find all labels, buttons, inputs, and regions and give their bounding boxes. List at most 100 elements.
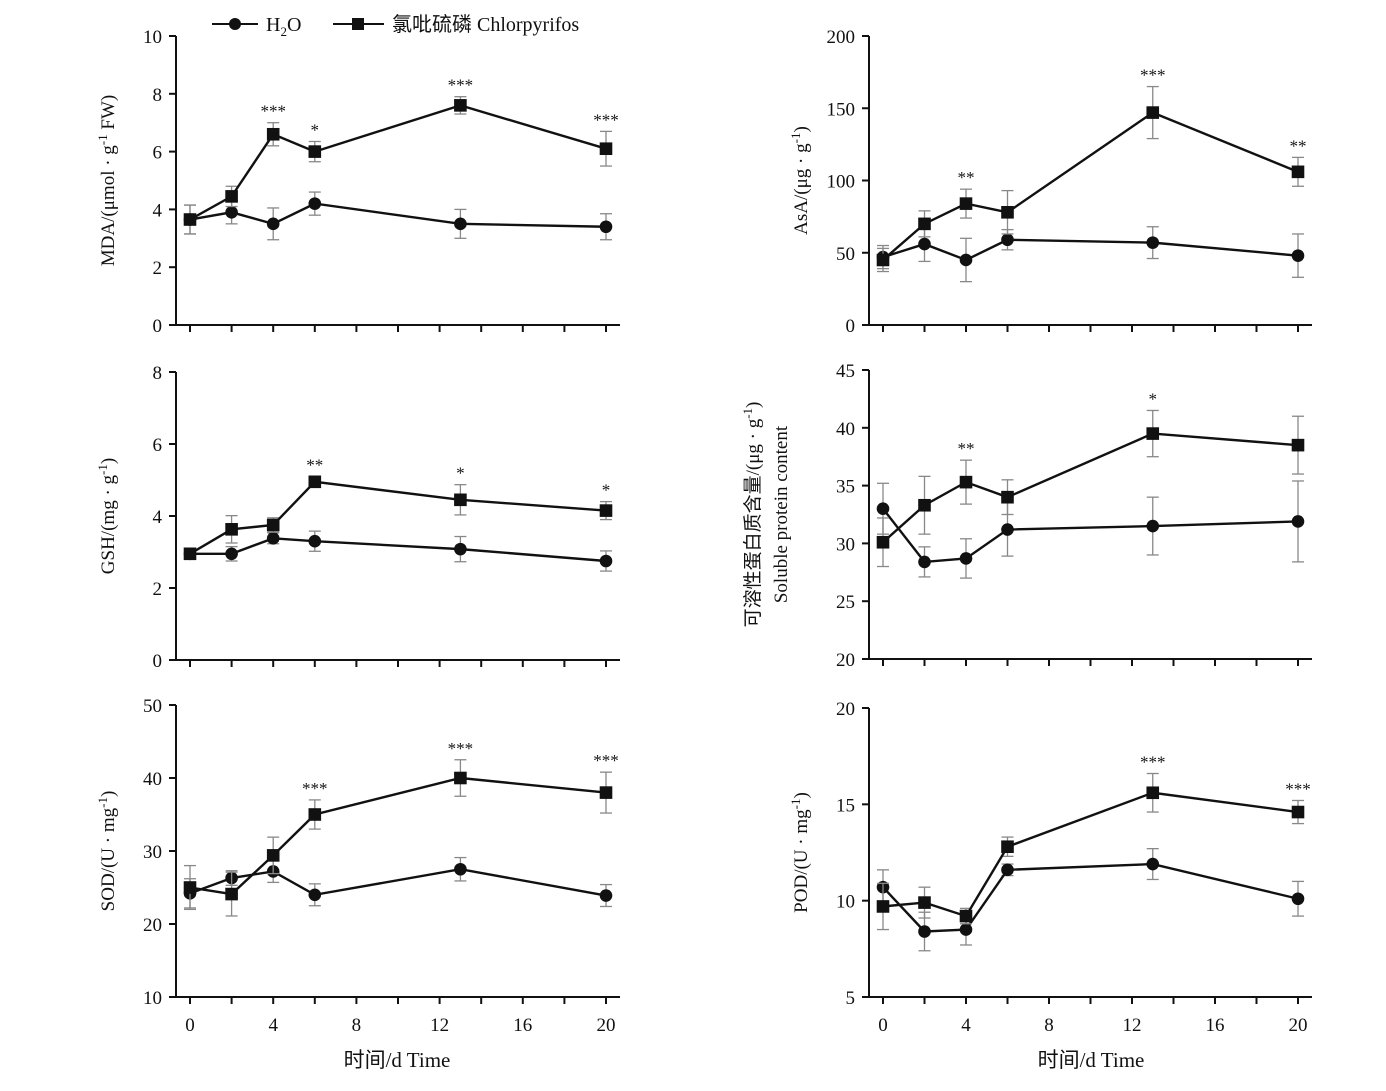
significance-label: ***	[260, 102, 286, 121]
data-point-h2o	[599, 889, 613, 902]
data-point-h2o	[918, 925, 931, 938]
y-tick-label: 15	[836, 795, 855, 816]
x-tick-label: 4	[961, 1015, 971, 1036]
y-tick-label: 10	[143, 27, 162, 48]
y-tick-label: 35	[836, 477, 855, 498]
significance-label: ***	[302, 779, 328, 798]
significance-label: ***	[448, 76, 474, 95]
data-point-h2o	[1291, 515, 1305, 528]
data-point-chlorpyrifos	[266, 127, 280, 141]
x-tick-label: 20	[597, 1015, 616, 1036]
data-point-chlorpyrifos	[876, 253, 890, 267]
y-tick-label: 4	[153, 200, 163, 221]
legend-chlorpyrifos-label: 氯吡硫磷 Chlorpyrifos	[392, 13, 579, 36]
y-tick-label: 40	[143, 769, 162, 790]
significance-label: ***	[593, 751, 619, 770]
data-point-h2o	[599, 554, 613, 568]
significance-label: ***	[448, 739, 474, 758]
data-point-chlorpyrifos	[599, 504, 613, 517]
panel-protein: 20 25 30 35 40 45 可溶性蛋白质含量/(μg · g-1) Soluble p…	[740, 361, 1312, 671]
data-point-h2o	[266, 532, 280, 545]
data-point-h2o	[959, 253, 973, 267]
series-chlorpyrifos	[183, 759, 613, 917]
series-h2o	[183, 530, 613, 572]
series-line	[189, 868, 607, 897]
series-h2o	[183, 856, 613, 909]
data-point-h2o	[266, 217, 280, 231]
y-tick-label: 2	[153, 258, 163, 279]
significance-label: **	[1290, 136, 1307, 155]
data-point-h2o	[1001, 523, 1014, 536]
y-tick-label: 20	[836, 650, 855, 671]
data-point-chlorpyrifos	[454, 771, 467, 785]
significance-label: **	[958, 168, 975, 187]
y-tick-label: 20	[143, 915, 162, 936]
data-point-chlorpyrifos	[308, 145, 322, 158]
significance-label: ***	[1140, 753, 1166, 772]
series-chlorpyrifos	[183, 96, 613, 235]
series-chlorpyrifos	[876, 85, 1305, 273]
y-tick-label: 45	[836, 361, 855, 382]
y-tick-label: 40	[836, 419, 855, 440]
data-point-chlorpyrifos	[183, 881, 197, 894]
y-tick-label: 150	[827, 99, 856, 120]
y-tick-label: 0	[846, 316, 856, 337]
data-point-h2o	[599, 220, 613, 234]
y-axis-title: POD/(U · mg-1)	[788, 792, 812, 913]
y-axis-title-secondary: Soluble protein content	[771, 425, 792, 603]
series-h2o	[876, 847, 1305, 952]
legend: H2O 氯吡硫磷 Chlorpyrifos	[212, 13, 579, 39]
significance-label: **	[958, 439, 975, 458]
series-chlorpyrifos	[183, 475, 613, 561]
legend-h2o-label: H2O	[266, 14, 301, 39]
data-point-h2o	[1146, 236, 1160, 249]
significance-label: *	[1149, 389, 1158, 408]
x-tick-label: 8	[1044, 1015, 1054, 1036]
data-point-chlorpyrifos	[599, 786, 613, 799]
data-point-chlorpyrifos	[183, 213, 197, 226]
y-axis-title: MDA/(μmol · g-1 FW)	[95, 95, 119, 266]
y-tick-label: 100	[827, 172, 856, 193]
series-h2o	[876, 226, 1305, 283]
y-tick-label: 6	[153, 435, 163, 456]
data-point-chlorpyrifos	[266, 849, 280, 862]
panel-pod: 5 10 15 20 0 4 8 12 16 20 POD/(U · mg-1) *** ***	[788, 699, 1312, 1036]
x-tick-label: 12	[1123, 1015, 1142, 1036]
x-tick-label: 8	[352, 1015, 362, 1036]
data-point-chlorpyrifos	[918, 217, 931, 231]
data-point-chlorpyrifos	[599, 142, 613, 156]
data-point-h2o	[454, 862, 467, 876]
series-line	[189, 480, 607, 555]
y-axis-title: 可溶性蛋白质含量/(μg · g-1)	[740, 402, 764, 628]
data-point-h2o	[918, 237, 931, 251]
data-point-h2o	[308, 197, 322, 210]
significance-label: *	[311, 120, 320, 139]
data-point-chlorpyrifos	[308, 475, 322, 489]
series-line	[189, 202, 607, 228]
y-tick-label: 8	[153, 363, 163, 384]
y-tick-label: 10	[836, 892, 855, 913]
series-chlorpyrifos	[876, 409, 1305, 568]
data-point-h2o	[454, 217, 467, 231]
data-point-chlorpyrifos	[308, 808, 322, 821]
data-point-h2o	[1001, 233, 1014, 247]
significance-label: ***	[593, 110, 619, 129]
data-point-chlorpyrifos	[1291, 805, 1305, 819]
y-tick-label: 10	[143, 988, 162, 1009]
y-tick-label: 0	[153, 651, 163, 672]
y-tick-label: 0	[153, 316, 163, 337]
data-point-chlorpyrifos	[876, 535, 890, 549]
y-axis-title: SOD/(U · mg-1)	[95, 791, 119, 912]
data-point-chlorpyrifos	[1146, 106, 1160, 119]
data-point-h2o	[308, 888, 322, 902]
series-chlorpyrifos	[876, 772, 1305, 931]
data-point-h2o	[959, 923, 973, 936]
data-point-h2o	[1001, 863, 1014, 877]
y-tick-label: 2	[153, 579, 163, 600]
data-point-h2o	[1291, 892, 1305, 906]
y-tick-label: 25	[836, 592, 855, 613]
